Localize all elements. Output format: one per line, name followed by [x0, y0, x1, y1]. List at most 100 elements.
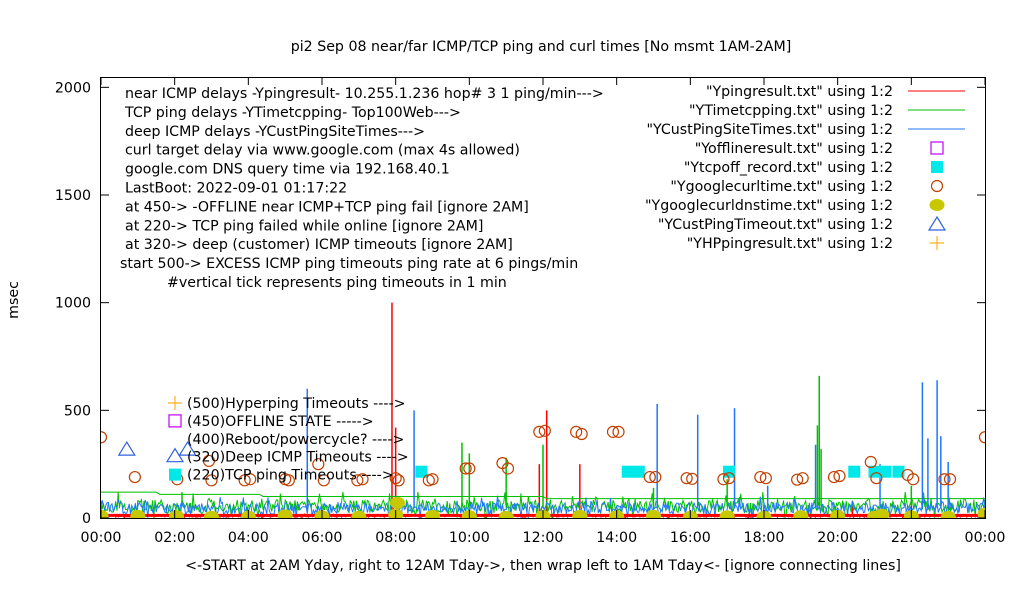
data-point-circle-filled [204, 510, 219, 518]
level-key-label: (450)OFFLINE STATE -----> [187, 414, 374, 430]
data-point-circle-open [426, 473, 439, 486]
data-point-circle-open [796, 472, 809, 485]
data-point-square-filled [723, 465, 736, 478]
data-point-circle-open [978, 431, 985, 444]
x-tick-label: 16:00 [670, 530, 711, 546]
note-line: near ICMP delays -Ypingresult- 10.255.1.… [125, 86, 604, 102]
data-point-circle-open [754, 470, 767, 484]
data-point-circle-filled [646, 509, 661, 518]
data-point-circle-open [680, 472, 693, 485]
annotation-notes: near ICMP delays -Ypingresult- 10.255.1.… [120, 86, 604, 291]
legend-circle-filled-icon [929, 199, 945, 211]
y-tick-label: 500 [64, 403, 91, 419]
level-keys: (500)Hyperping Timeouts ----> (450)OFFLIN… [165, 396, 409, 484]
x-tick-label: 08:00 [375, 530, 416, 546]
data-point-square-filled [415, 465, 428, 478]
level-key-label: (400)Reboot/powercycle? ----> [187, 432, 404, 448]
data-point-circle-open [791, 473, 804, 486]
legend-label: "Ypingresult.txt" using 1:2 [706, 84, 893, 100]
note-line: start 500-> EXCESS ICMP ping timeouts pi… [120, 256, 578, 272]
data-point-circle-open [356, 473, 369, 486]
data-point-circle-filled [874, 508, 890, 518]
data-point-circle-open [389, 472, 402, 485]
data-point-circle-open [759, 472, 772, 485]
y-axis-label: msec [6, 281, 22, 319]
x-tick-label: 18:00 [744, 530, 785, 546]
note-line: at 320-> deep (customer) ICMP timeouts [… [125, 237, 513, 253]
data-point-circle-open [459, 462, 472, 475]
legend-label: "YHPpingresult.txt" using 1:2 [687, 236, 893, 252]
x-tick-label: 10:00 [449, 530, 490, 546]
legend-label: "Ytcpoff_record.txt" using 1:2 [684, 160, 893, 176]
note-line: deep ICMP delays -YCustPingSiteTimes---> [125, 124, 425, 140]
data-point-circle-filled [425, 509, 440, 518]
x-tick-label: 20:00 [817, 530, 858, 546]
note-line: TCP ping delays -YTimetcpping- Top100Web… [124, 105, 461, 121]
data-point-circle-filled [977, 507, 985, 518]
x-tick-label: 02:00 [154, 530, 195, 546]
level-key-square-open-icon [168, 414, 182, 428]
legend: "Ypingresult.txt" using 1:2 "YTimetcpping… [645, 84, 965, 252]
data-point-circle-filled [130, 509, 146, 518]
data-point-circle-filled [719, 510, 735, 518]
x-tick-label: 06:00 [302, 530, 343, 546]
data-point-circle-open [833, 469, 846, 483]
data-point-circle-filled [498, 510, 514, 518]
level-key-label: (320)Deep ICMP Timeouts ----> [187, 450, 409, 466]
level-key-label: (500)Hyperping Timeouts ----> [187, 396, 405, 412]
data-point-circle-open [612, 425, 625, 438]
data-point-circle-filled [390, 496, 406, 509]
legend-label: "YCustPingTimeout.txt" using 1:2 [658, 217, 893, 233]
plot-area [101, 302, 985, 518]
x-tick-label: 22:00 [891, 530, 932, 546]
data-point-circle-open [938, 473, 951, 486]
data-point-circle-open [312, 458, 325, 471]
data-point-circle-open [606, 425, 620, 438]
data-point-circle-open [907, 473, 920, 486]
legend-label: "Yofflineresult.txt" using 1:2 [695, 141, 893, 157]
data-point-circle-open [282, 474, 295, 487]
data-point-circle-open [244, 473, 257, 486]
data-point-circle-open [649, 470, 662, 484]
data-point-square-filled [848, 465, 861, 478]
x-axis-label: <-START at 2AM Yday, right to 12AM Tday-… [185, 558, 901, 574]
data-point-circle-open [238, 474, 251, 487]
data-point-triangle [117, 440, 136, 456]
data-point-circle-open [202, 454, 216, 468]
data-point-circle-open [717, 473, 730, 486]
data-point-circle-open [538, 424, 551, 437]
data-point-circle-open [722, 472, 736, 485]
legend-plus-icon [930, 236, 944, 250]
x-tick-label: 14:00 [596, 530, 637, 546]
x-tick-label: 00:00 [965, 530, 1006, 546]
level-key-triangle-icon [165, 447, 185, 463]
x-tick-label: 12:00 [523, 530, 564, 546]
data-point-square-filled [892, 465, 905, 478]
data-point-square-filled [621, 465, 634, 478]
data-point-triangle [178, 440, 197, 456]
data-point-circle-filled [277, 509, 293, 518]
level-key-square-filled-icon [169, 468, 181, 481]
note-line: at 220-> TCP ping failed while online [i… [125, 218, 483, 234]
data-point-circle-filled [572, 509, 588, 518]
level-key-plus-icon [168, 396, 182, 410]
legend-triangle-icon [927, 215, 947, 231]
legend-label: "YCustPingSiteTimes.txt" using 1:2 [646, 122, 893, 138]
chart-title: pi2 Sep 08 near/far ICMP/TCP ping and cu… [291, 39, 792, 55]
data-point-circle-filled [101, 509, 109, 518]
x-tick-label: 00:00 [81, 530, 122, 546]
level-key-label: (220)TCP ping Timeouts ----> [187, 468, 394, 484]
axes: 0 500 1000 1500 2000 00:00 02:00 04:00 06:00 08:0… [55, 77, 1006, 546]
y-tick-label: 1000 [55, 296, 91, 312]
legend-label: "Ygooglecurltime.txt" using 1:2 [670, 179, 893, 195]
data-point-circle-open [870, 472, 883, 485]
note-line: #vertical tick represents ping timeouts … [167, 275, 507, 291]
data-point-circle-open [575, 427, 588, 441]
legend-square-open-icon [930, 141, 944, 155]
data-point-circle-open [317, 474, 330, 487]
data-point-circle-open [351, 474, 364, 487]
data-point-circle-open [643, 470, 656, 484]
data-point-circle-filled [169, 510, 185, 518]
data-point-circle-open [864, 455, 877, 469]
